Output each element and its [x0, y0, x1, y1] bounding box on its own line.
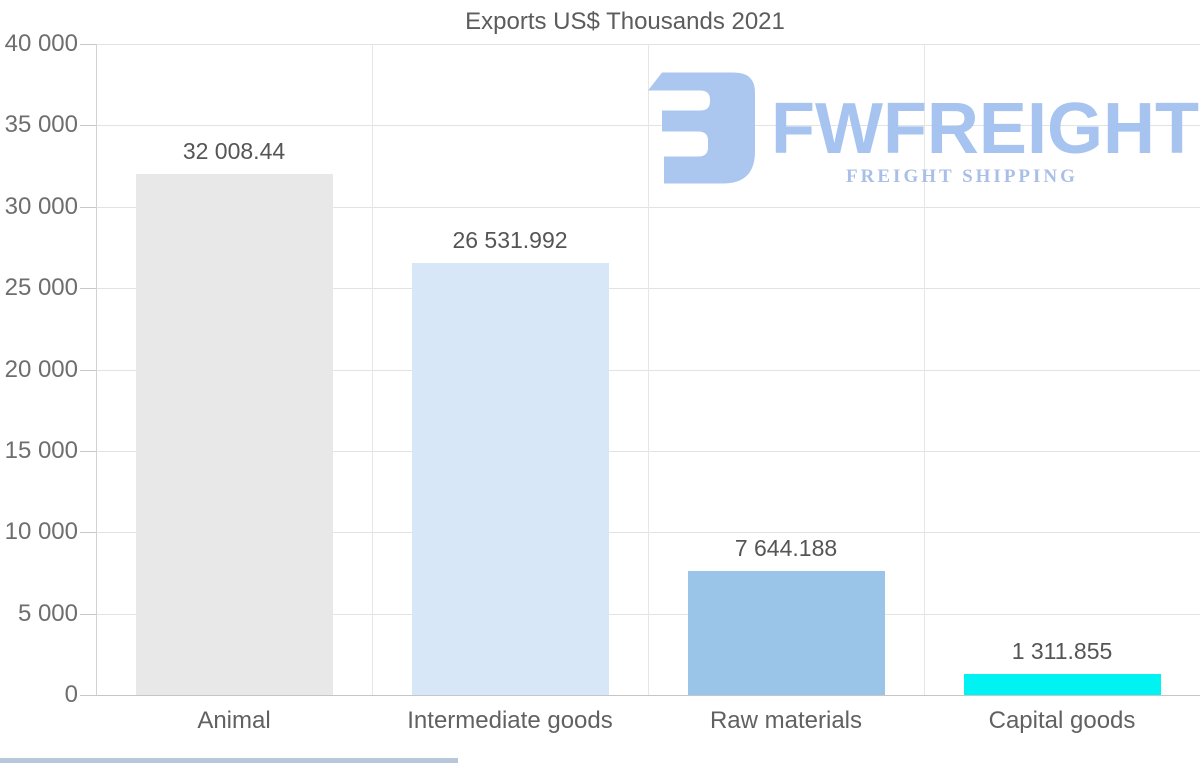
gridline-vertical: [372, 44, 373, 695]
fwfreight-logo-icon: [648, 72, 755, 184]
logo-text: FWFREIGHT FREIGHT SHIPPING: [771, 70, 1199, 188]
category-label: Animal: [197, 707, 271, 734]
y-tick-label: 25 000: [4, 274, 78, 302]
bottom-edge-strip: [0, 758, 458, 763]
logo-tagline: FREIGHT SHIPPING: [846, 166, 1078, 187]
gridline-vertical: [924, 44, 925, 695]
bar-value-label: 32 008.44: [182, 138, 286, 165]
y-tick-label: 30 000: [4, 192, 78, 220]
x-axis-line: [96, 695, 1200, 696]
y-tick-label: 0: [64, 681, 78, 708]
bar-value-label: 7 644.188: [734, 534, 838, 561]
y-tick-label: 15 000: [4, 436, 78, 464]
logo-brand-name: FWFREIGHT: [771, 89, 1199, 169]
y-tick-mark: [80, 613, 96, 615]
y-tick-mark: [80, 206, 96, 208]
bar-raw-materials: [687, 570, 885, 695]
y-tick-mark: [80, 125, 96, 127]
bar-capital-goods: [963, 673, 1161, 695]
bar-value-label: 1 311.855: [1011, 637, 1113, 664]
y-tick-mark: [80, 369, 96, 371]
y-tick-label: 40 000: [4, 30, 78, 57]
y-tick-mark: [80, 288, 96, 290]
category-label: Capital goods: [988, 707, 1136, 734]
y-axis-line: [96, 44, 97, 695]
bar-animal: [135, 174, 333, 695]
logo: FWFREIGHT FREIGHT SHIPPING: [648, 70, 1199, 188]
category-label: Raw materials: [709, 707, 863, 734]
y-tick-label: 10 000: [4, 518, 78, 546]
y-tick-label: 35 000: [4, 111, 78, 139]
y-tick-mark: [80, 695, 96, 696]
y-tick-mark: [80, 44, 96, 45]
y-tick-mark: [80, 532, 96, 534]
category-label: Intermediate goods: [407, 707, 613, 734]
bar-intermediate-goods: [411, 263, 609, 695]
y-tick-mark: [80, 450, 96, 452]
chart-title: Exports US$ Thousands 2021: [465, 8, 785, 35]
bar-value-label: 26 531.992: [452, 227, 568, 254]
gridline-vertical: [648, 44, 649, 695]
y-tick-label: 5 000: [17, 599, 78, 627]
y-tick-label: 20 000: [4, 355, 78, 383]
